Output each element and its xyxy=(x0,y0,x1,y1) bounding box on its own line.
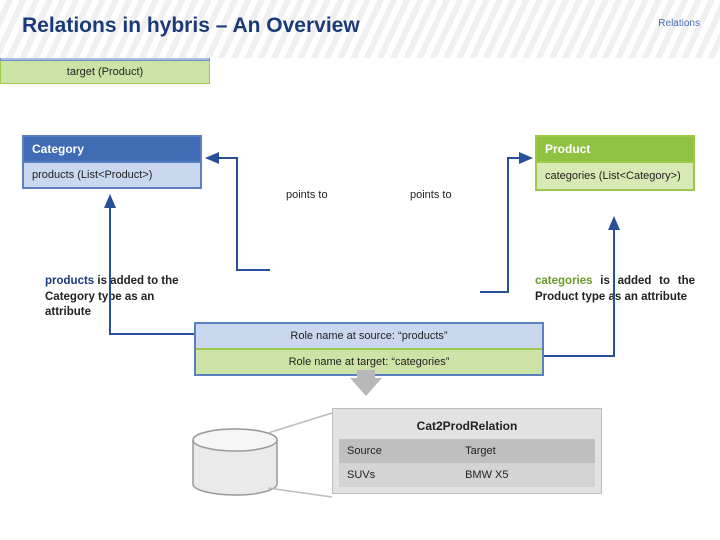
table-row: SUVs BMW X5 xyxy=(339,463,595,487)
role-source-row: Role name at source: “products” xyxy=(196,324,542,348)
table-col-source: Source xyxy=(339,439,457,463)
points-to-left: points to xyxy=(286,189,328,201)
product-header: Product xyxy=(537,137,693,161)
points-to-right: points to xyxy=(410,189,452,201)
relation-target: target (Product) xyxy=(0,61,210,84)
annotation-right: categories is added to the Product type … xyxy=(535,274,695,305)
annotation-left: products is added to the Category type a… xyxy=(45,274,195,321)
annotation-left-highlight: products xyxy=(45,275,94,287)
table-cell-source: SUVs xyxy=(339,463,457,487)
category-attr: products (List<Product>) xyxy=(24,161,200,187)
annotation-right-highlight: categories xyxy=(535,275,593,287)
down-arrow-icon xyxy=(350,378,382,396)
relation-table-title: Cat2ProdRelation xyxy=(339,415,595,439)
page-title: Relations in hybris – An Overview xyxy=(22,14,360,38)
roles-box: Role name at source: “products” Role nam… xyxy=(194,322,544,376)
database-cylinder-icon xyxy=(190,428,280,498)
relation-table: Source Target SUVs BMW X5 xyxy=(339,439,595,487)
category-header: Category xyxy=(24,137,200,161)
product-box: Product categories (List<Category>) xyxy=(535,135,695,191)
product-attr: categories (List<Category>) xyxy=(537,161,693,189)
category-box: Category products (List<Product>) xyxy=(22,135,202,189)
relation-table-box: Cat2ProdRelation Source Target SUVs BMW … xyxy=(332,408,602,494)
table-header-row: Source Target xyxy=(339,439,595,463)
table-cell-target: BMW X5 xyxy=(457,463,595,487)
table-col-target: Target xyxy=(457,439,595,463)
section-label: Relations xyxy=(658,18,700,29)
